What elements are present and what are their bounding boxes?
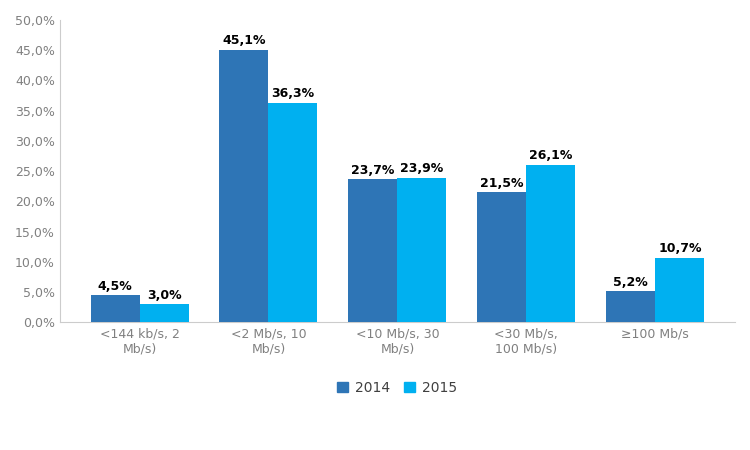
Bar [477, 193, 526, 322]
Text: 10,7%: 10,7% [658, 242, 701, 255]
Bar [268, 103, 317, 322]
Bar [398, 178, 446, 322]
Text: 26,1%: 26,1% [530, 149, 572, 162]
Bar [606, 291, 656, 322]
Bar [140, 304, 188, 322]
Text: 3,0%: 3,0% [147, 289, 182, 302]
Text: 21,5%: 21,5% [480, 177, 524, 190]
Bar [91, 295, 140, 322]
Bar [526, 165, 575, 322]
Text: 36,3%: 36,3% [272, 87, 314, 100]
Bar [220, 50, 268, 322]
Bar [656, 258, 704, 322]
Text: 5,2%: 5,2% [614, 275, 648, 288]
Text: 4,5%: 4,5% [98, 280, 133, 293]
Text: 23,7%: 23,7% [351, 164, 394, 177]
Bar [349, 179, 398, 322]
Text: 23,9%: 23,9% [400, 162, 443, 176]
Text: 45,1%: 45,1% [222, 34, 266, 47]
Legend: 2014, 2015: 2014, 2015 [332, 375, 463, 400]
